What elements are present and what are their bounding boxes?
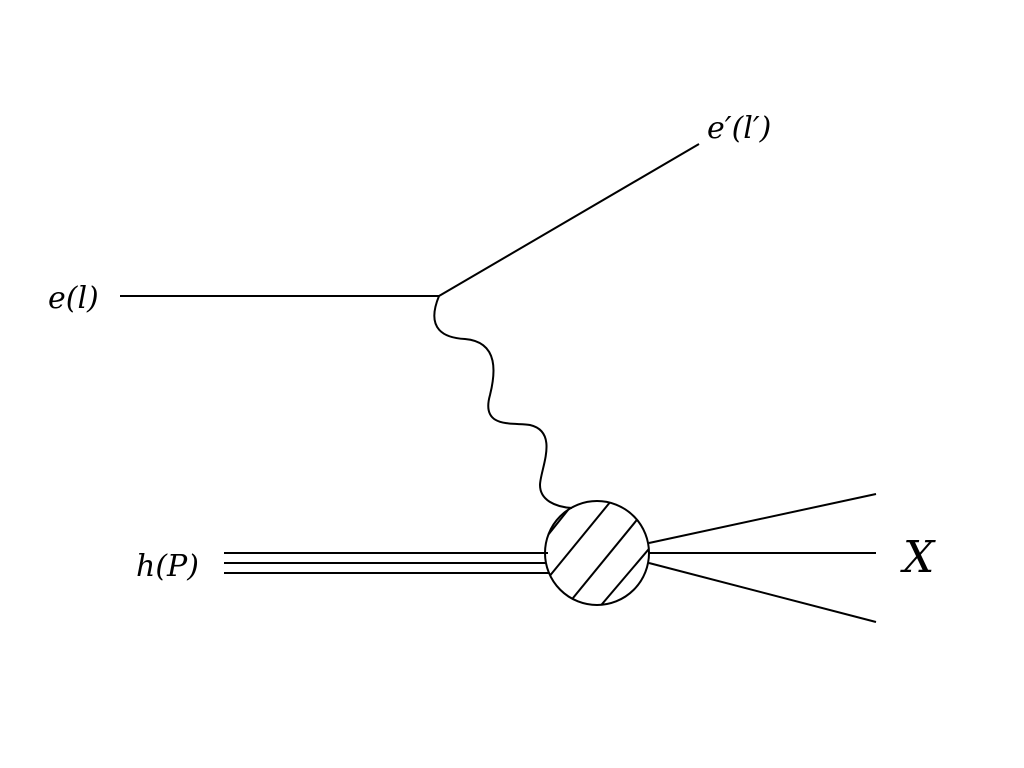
virtual-photon-line: [433, 295, 573, 509]
outgoing-electron-line: [438, 143, 700, 297]
final-state-label: X: [900, 532, 936, 583]
incoming-electron-label: e(l): [48, 281, 99, 316]
hadron-lines: [224, 552, 549, 574]
interaction-blob: [544, 500, 650, 606]
outgoing-electron-label: e′(l′): [707, 111, 771, 146]
hadron-label: h(P): [136, 549, 199, 584]
final-state-lines: [648, 493, 877, 623]
